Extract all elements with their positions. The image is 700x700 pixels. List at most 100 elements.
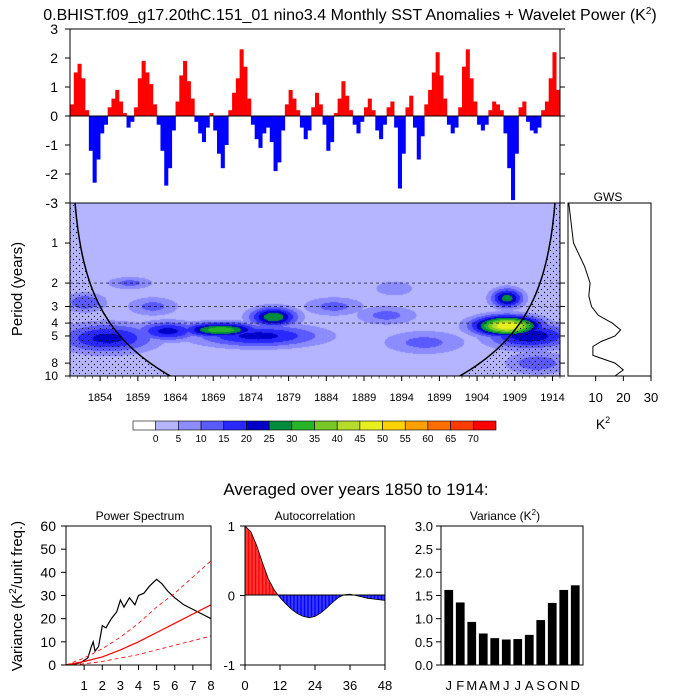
autocorrelation-segment <box>334 595 336 601</box>
autocorrelation-segment <box>365 595 367 599</box>
tick-label: 20 <box>40 611 56 627</box>
colorbar-swatch <box>155 420 179 431</box>
autocorrelation-segment <box>368 595 369 599</box>
sst-bar <box>499 110 504 116</box>
autocorrelation-segment <box>254 539 255 596</box>
sst-bar <box>303 116 308 140</box>
sst-bar <box>394 116 399 128</box>
sst-bar <box>443 98 448 116</box>
tick-label: 1.5 <box>415 589 433 604</box>
autocorrelation-segment <box>288 595 290 608</box>
tick-label: 8 <box>207 678 214 693</box>
variance-bar <box>490 638 500 665</box>
wavelet-panel: 1 2 3 45 810 1854 1859 1864 1869 1874 1879 1884 188… <box>9 202 565 404</box>
autocorrelation-segment <box>264 567 265 596</box>
autocorrelation-segment <box>306 595 307 618</box>
sst-bar <box>258 116 263 148</box>
tick-label: 3.0 <box>415 519 433 534</box>
tick-label: 30 <box>286 434 298 445</box>
variance-y-ticks: 0.0 0.5 1.0 1.5 2.0 2.5 3.0 <box>415 519 441 673</box>
sst-bar <box>205 116 210 128</box>
autocorrelation-segment <box>263 564 264 596</box>
colorbar-swatch <box>382 420 406 431</box>
variance-bar <box>444 589 454 665</box>
autocorrelation-segment <box>323 595 325 611</box>
variance-bar <box>467 621 477 665</box>
tick-label: -3 <box>46 195 59 211</box>
sst-bar <box>473 101 478 116</box>
tick-label: J <box>515 678 522 693</box>
sst-bar <box>345 95 350 116</box>
gws-xlabel: K2 <box>596 415 610 432</box>
colorbar-swatch <box>291 420 315 431</box>
tick-label: 20 <box>241 434 253 445</box>
autocorrelation-segment <box>282 595 284 602</box>
sst-bar <box>250 116 255 125</box>
autocorrelation-segment <box>328 595 329 607</box>
autocorrelation-segment <box>327 595 328 608</box>
sst-bar <box>409 95 414 116</box>
autocorrelation-segment <box>283 595 285 602</box>
autocorrelation-segment <box>369 595 371 599</box>
tick-label: 55 <box>400 434 412 445</box>
autocorrelation-segment <box>261 561 263 596</box>
tick-label: 5 <box>176 434 182 445</box>
autocorrelation-segment <box>286 595 287 605</box>
autocorrelation-segment <box>333 595 335 602</box>
tick-label: S <box>536 678 545 693</box>
tick-label: 1 <box>81 678 88 693</box>
autocorrelation-segment <box>254 541 256 596</box>
autocorrelation-segment <box>299 595 300 615</box>
autocorrelation-segment <box>319 595 320 614</box>
autocorrelation-segment <box>371 595 373 599</box>
autocorrelation-segment <box>336 595 337 600</box>
sst-bar <box>435 52 440 116</box>
autocorrelation-segment <box>379 595 381 600</box>
sst-bar <box>522 101 527 116</box>
sst-y-ticks: 3 2 1 0 -1 -2 -3 <box>46 21 565 211</box>
autocorrelation-segment <box>299 595 301 615</box>
sst-bar <box>454 116 459 128</box>
sst-bar <box>450 116 455 134</box>
tick-label: -1 <box>46 137 59 153</box>
gws-line <box>568 202 625 377</box>
sst-bar <box>292 98 297 116</box>
sst-bar <box>544 101 549 116</box>
tick-label: 1 <box>228 519 235 534</box>
tick-label: 4 <box>135 678 142 693</box>
tick-label: 15 <box>218 434 230 445</box>
sst-bar <box>243 66 248 116</box>
autocorrelation-segment <box>332 595 334 603</box>
sst-bar <box>401 116 406 154</box>
autocorrelation-segment <box>255 542 257 596</box>
autocorrelation-segment <box>324 595 326 610</box>
tick-label: 70 <box>468 434 480 445</box>
sst-bar <box>413 116 418 128</box>
autocorrelation-segment <box>294 595 296 612</box>
sst-bar <box>149 84 154 116</box>
tick-label: 5 <box>51 329 58 343</box>
sst-bar <box>495 104 500 116</box>
autocorrelation-segment <box>320 595 321 614</box>
autocorrelation-segment <box>383 595 384 601</box>
autocorrelation-segment <box>274 589 275 596</box>
tick-label: 3 <box>50 21 58 37</box>
tick-label: 5 <box>153 678 160 693</box>
autocorrelation-segment <box>260 557 262 596</box>
sst-bar <box>201 116 206 143</box>
sst-bar <box>556 89 560 116</box>
sst-bar <box>514 116 519 154</box>
autocorrelation-segment <box>268 579 270 596</box>
sst-bar <box>307 116 312 131</box>
sst-bar <box>194 116 199 122</box>
sst-bar <box>145 72 150 116</box>
autocorrelation-segment <box>291 595 292 610</box>
autocorrelation-segment <box>317 595 319 615</box>
autocorrelation-segment <box>259 554 261 596</box>
autocorrelation-segment <box>374 595 376 600</box>
sst-bar <box>96 116 101 160</box>
autocorrelation-segment <box>269 581 271 596</box>
tick-label: 50 <box>377 434 389 445</box>
autocorrelation-segment <box>378 595 379 600</box>
